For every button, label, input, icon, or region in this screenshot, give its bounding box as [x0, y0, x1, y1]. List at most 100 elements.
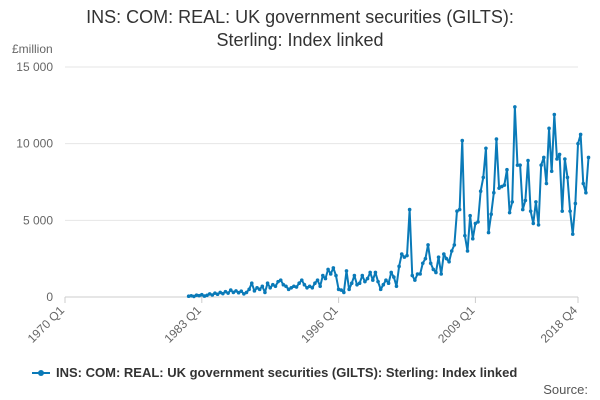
- data-point: [473, 221, 478, 226]
- data-point: [249, 281, 254, 286]
- data-point: [305, 286, 309, 290]
- data-point: [513, 105, 517, 109]
- data-point: [476, 220, 480, 224]
- data-point: [384, 278, 388, 282]
- data-point: [478, 189, 483, 193]
- data-point: [394, 284, 399, 289]
- series-line: [188, 105, 590, 298]
- data-point: [231, 290, 236, 295]
- data-point: [342, 290, 346, 295]
- data-point: [565, 175, 570, 180]
- data-point: [326, 267, 330, 272]
- chart-title-line-2: Sterling: Index linked: [216, 30, 384, 50]
- data-point: [247, 287, 251, 292]
- data-point: [349, 281, 354, 286]
- data-point: [347, 287, 351, 292]
- data-point: [315, 278, 320, 282]
- data-point: [536, 223, 541, 227]
- data-point: [307, 284, 312, 289]
- data-point: [334, 273, 338, 278]
- x-tick-label: 1996 Q1: [298, 303, 341, 346]
- data-point: [389, 270, 394, 275]
- data-point: [368, 270, 372, 275]
- data-point: [420, 261, 425, 266]
- data-point: [268, 286, 273, 290]
- x-tick-label: 1970 Q1: [25, 303, 68, 346]
- data-point: [578, 132, 583, 137]
- data-point: [526, 158, 530, 163]
- data-point: [378, 287, 383, 292]
- data-point: [444, 256, 449, 261]
- data-point: [492, 190, 496, 195]
- legend[interactable]: INS: COM: REAL: UK government securities…: [32, 365, 517, 380]
- data-point: [399, 252, 404, 256]
- data-point: [439, 272, 444, 276]
- data-point: [494, 137, 499, 141]
- data-point: [557, 152, 562, 157]
- data-point: [373, 270, 378, 275]
- data-point: [239, 289, 244, 293]
- data-point: [265, 281, 270, 286]
- x-tick-label: 2018 Q4: [538, 303, 581, 346]
- data-point: [426, 243, 430, 247]
- data-point: [573, 201, 578, 206]
- data-point: [447, 259, 451, 264]
- data-point: [468, 213, 472, 218]
- data-point: [481, 175, 486, 180]
- data-point: [470, 236, 475, 241]
- data-point: [386, 281, 391, 286]
- data-point: [539, 163, 543, 167]
- data-point: [271, 282, 275, 287]
- data-point: [484, 146, 488, 151]
- data-point: [318, 284, 322, 289]
- data-point: [428, 261, 433, 266]
- data-point: [457, 207, 462, 212]
- chart-title-line-1: INS: COM: REAL: UK government securities…: [86, 7, 514, 27]
- data-point: [226, 291, 230, 295]
- data-point: [397, 264, 401, 269]
- data-point: [463, 233, 467, 238]
- data-point: [542, 155, 546, 160]
- data-point: [263, 290, 267, 295]
- data-point: [255, 286, 259, 290]
- data-point: [418, 272, 422, 276]
- data-point: [586, 155, 591, 160]
- data-point: [313, 281, 317, 286]
- y-tick-label: 0: [46, 290, 53, 304]
- data-point: [242, 292, 246, 296]
- data-point: [544, 181, 549, 186]
- data-point: [297, 281, 301, 286]
- data-point: [455, 209, 459, 213]
- data-point: [497, 186, 501, 190]
- data-point: [402, 255, 407, 259]
- chart-title: INS: COM: REAL: UK government securities…: [0, 6, 600, 52]
- data-point: [568, 209, 572, 213]
- data-point: [228, 288, 233, 292]
- data-point: [221, 291, 225, 296]
- data-point: [376, 279, 380, 284]
- data-point: [392, 275, 396, 279]
- data-point: [410, 273, 415, 278]
- data-point: [405, 253, 409, 258]
- data-point: [360, 273, 365, 278]
- data-point: [381, 282, 386, 287]
- x-tick-label: 2009 Q1: [435, 303, 478, 346]
- data-point: [210, 293, 215, 297]
- y-tick-label: 15 000: [16, 60, 53, 74]
- data-point: [323, 276, 328, 281]
- data-point: [289, 286, 294, 290]
- data-point: [413, 278, 417, 282]
- data-point: [415, 272, 420, 276]
- data-point: [276, 279, 280, 284]
- data-point: [436, 255, 441, 259]
- data-point: [278, 278, 283, 282]
- y-tick-label: 10 000: [16, 137, 53, 151]
- data-point: [528, 209, 533, 213]
- data-point: [257, 287, 262, 292]
- data-point: [252, 289, 257, 293]
- data-point: [223, 289, 228, 294]
- data-point: [365, 276, 370, 281]
- legend-series-label: INS: COM: REAL: UK government securities…: [56, 365, 518, 380]
